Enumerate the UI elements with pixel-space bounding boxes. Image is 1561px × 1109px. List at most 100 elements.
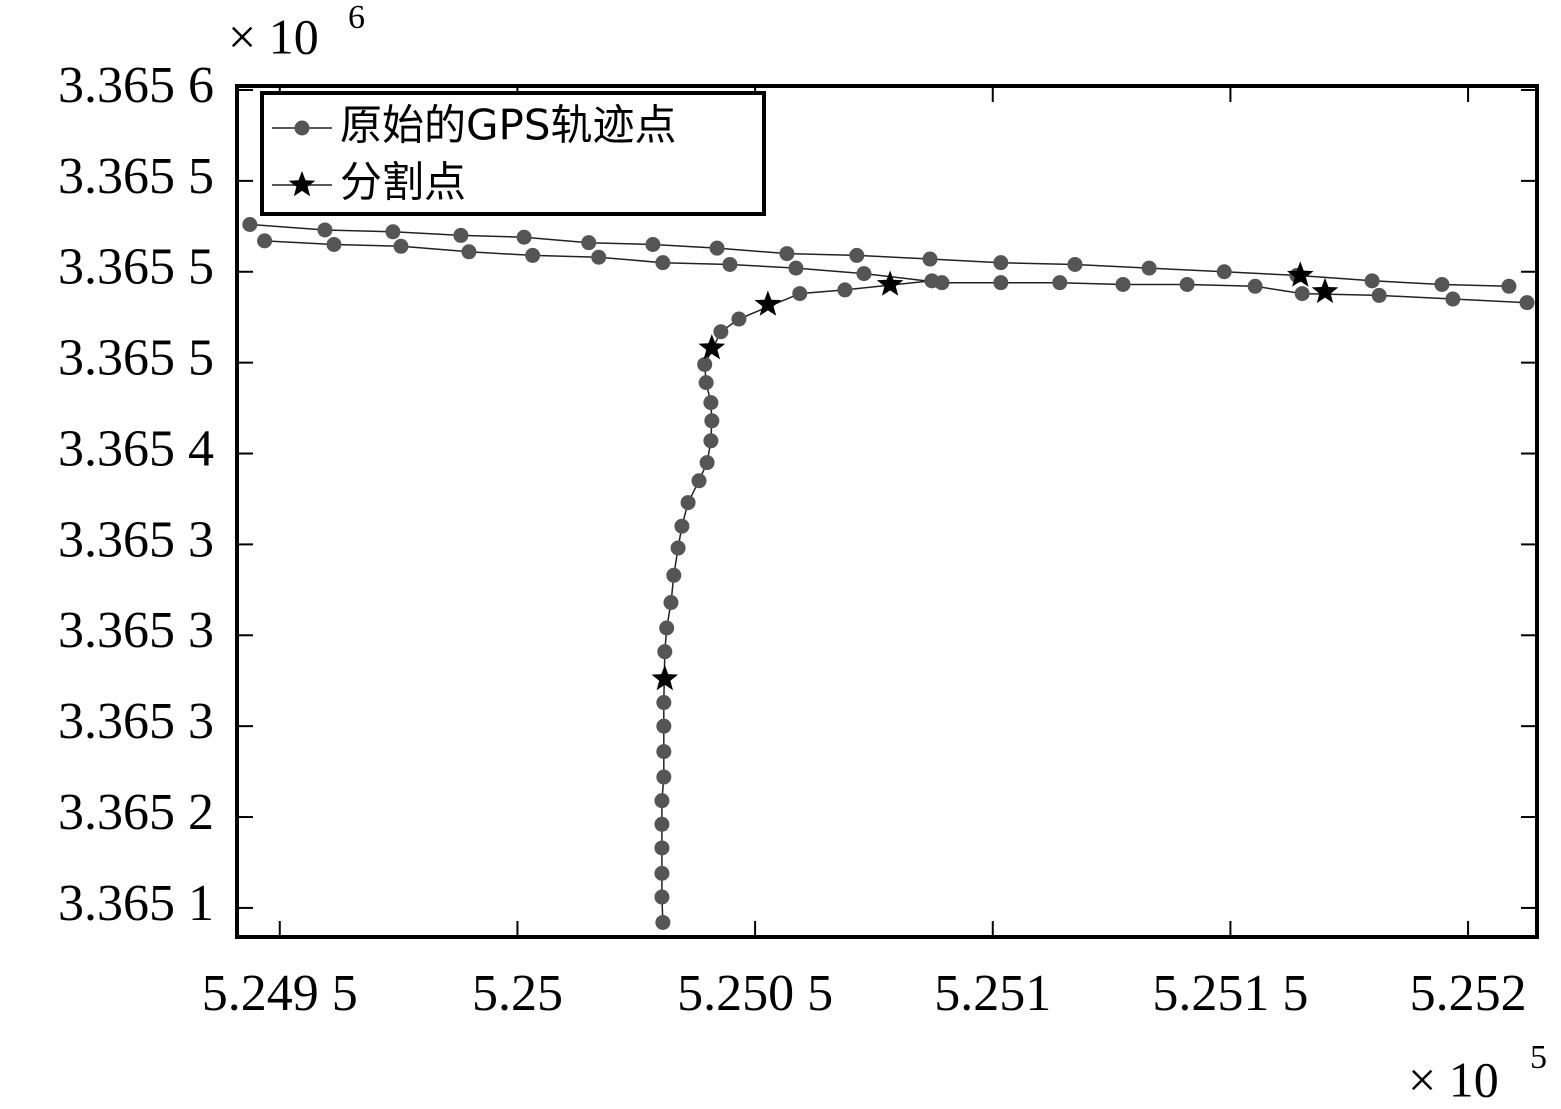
y-tick-label: 3.365 3 (58, 693, 214, 750)
y-tick-label: 3.365 5 (58, 239, 214, 296)
track-line (249, 223, 1528, 923)
x-tick-label: 5.250 5 (677, 965, 833, 1022)
point (1179, 276, 1195, 292)
star-marker (876, 270, 904, 296)
star-marker (1287, 261, 1314, 287)
y-tick-label: 3.365 5 (58, 148, 214, 205)
point (654, 816, 670, 832)
point (698, 375, 714, 391)
y-tick-label: 3.365 6 (58, 57, 214, 114)
point (722, 256, 738, 272)
y-tick-label: 3.365 2 (58, 784, 214, 841)
point (856, 266, 872, 282)
point (1247, 278, 1263, 294)
point (645, 236, 661, 252)
point (674, 518, 690, 534)
y-offset-base: × 10 (228, 8, 319, 64)
point (709, 240, 725, 256)
y-tick-label: 3.365 1 (58, 875, 214, 932)
point (591, 249, 607, 265)
x-tick-label: 5.25 (472, 965, 563, 1022)
point (1364, 273, 1380, 289)
point (1434, 276, 1450, 292)
point (792, 286, 808, 302)
point (788, 260, 804, 276)
y-tick-label: 3.365 4 (58, 420, 214, 477)
legend-label: 原始的GPS轨迹点 (340, 101, 677, 150)
point (461, 244, 477, 260)
point (654, 865, 670, 881)
x-tick-label: 5.251 5 (1152, 965, 1308, 1022)
plot-frame (235, 84, 1539, 939)
point (1501, 278, 1517, 294)
point (680, 495, 696, 511)
point (453, 227, 469, 243)
point (993, 255, 1009, 271)
point (993, 275, 1009, 291)
point (837, 282, 853, 298)
star-marker (288, 171, 316, 197)
point (655, 255, 671, 271)
point (704, 413, 720, 429)
point (670, 540, 686, 556)
point (697, 356, 713, 372)
point (1519, 295, 1535, 311)
point (699, 455, 715, 471)
point (656, 695, 672, 711)
point (703, 395, 719, 411)
point (779, 246, 795, 262)
point (525, 247, 541, 263)
point (385, 224, 401, 240)
point (666, 567, 682, 583)
star-marker (1311, 277, 1339, 304)
point (581, 235, 597, 251)
point (731, 311, 747, 327)
point (654, 793, 670, 809)
point (656, 769, 672, 785)
point (326, 236, 342, 252)
point (1067, 256, 1083, 272)
point (257, 233, 273, 249)
point (294, 120, 310, 136)
legend-label: 分割点 (340, 158, 466, 207)
legend-box (260, 91, 766, 216)
y-tick-label: 3.365 5 (58, 330, 214, 387)
star-marker (651, 664, 679, 691)
point (691, 473, 707, 489)
point (1141, 260, 1157, 276)
point (663, 595, 679, 611)
x-tick-label: 5.249 5 (202, 965, 358, 1022)
point (924, 273, 940, 289)
x-offset-base: × 10 (1408, 1051, 1499, 1107)
x-tick-label: 5.251 (934, 965, 1051, 1022)
point (1115, 276, 1131, 292)
point (656, 744, 672, 760)
x-tick-label: 5.252 (1410, 965, 1527, 1022)
point (657, 644, 673, 660)
point (703, 433, 719, 449)
point (1052, 275, 1068, 291)
point (242, 217, 258, 233)
y-tick-label: 3.365 3 (58, 602, 214, 659)
y-tick-label: 3.365 3 (58, 511, 214, 568)
point (654, 889, 670, 905)
point (1445, 291, 1461, 307)
star-marker (754, 290, 782, 316)
x-offset-exponent: 5 (1530, 1039, 1547, 1076)
point (1294, 286, 1310, 302)
point (393, 238, 409, 254)
point (922, 251, 938, 267)
point (655, 914, 671, 930)
point (1216, 264, 1232, 280)
point (317, 222, 333, 238)
point (516, 229, 532, 245)
point (713, 324, 729, 340)
point (654, 840, 670, 856)
star-marker (698, 334, 726, 360)
point (849, 247, 865, 263)
y-offset-exponent: 6 (348, 0, 365, 36)
point (659, 620, 675, 636)
point (656, 718, 672, 734)
